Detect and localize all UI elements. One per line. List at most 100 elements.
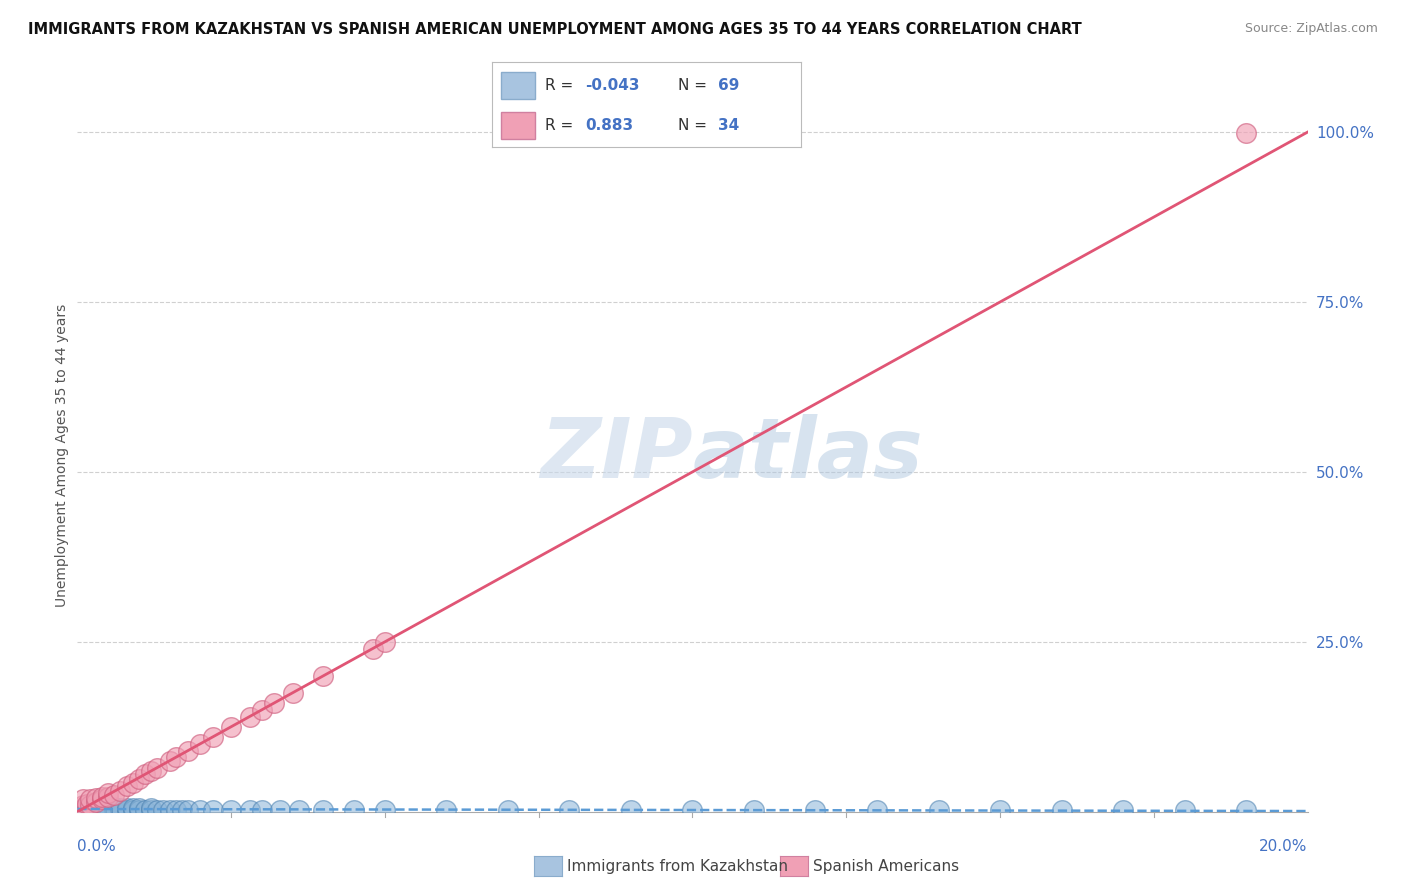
Point — [97, 805, 120, 819]
Point — [90, 804, 114, 818]
Point — [361, 641, 384, 656]
Point — [103, 800, 125, 814]
Point — [76, 804, 98, 818]
Point — [288, 803, 311, 817]
Text: 0.883: 0.883 — [585, 118, 633, 133]
Point — [82, 803, 104, 817]
Point — [103, 804, 125, 818]
Point — [79, 804, 101, 818]
Y-axis label: Unemployment Among Ages 35 to 44 years: Unemployment Among Ages 35 to 44 years — [55, 303, 69, 607]
Point — [79, 805, 101, 819]
Point — [90, 800, 114, 814]
Point — [496, 803, 519, 817]
Point — [146, 803, 169, 817]
Point — [79, 797, 101, 812]
Point — [374, 803, 396, 817]
Point — [70, 803, 93, 817]
Point — [121, 776, 143, 790]
Point — [115, 801, 138, 815]
Point — [165, 803, 187, 817]
Point — [177, 743, 200, 757]
Point — [188, 803, 212, 817]
Text: Spanish Americans: Spanish Americans — [813, 859, 959, 873]
Point — [79, 803, 101, 817]
Point — [312, 803, 335, 817]
Point — [90, 805, 114, 819]
Point — [263, 696, 285, 710]
Point — [159, 803, 181, 817]
Point — [72, 805, 94, 819]
FancyBboxPatch shape — [502, 112, 536, 139]
Point — [988, 803, 1011, 817]
Point — [682, 803, 704, 817]
Point — [72, 792, 94, 806]
Point — [84, 800, 107, 814]
Text: N =: N = — [678, 118, 711, 133]
Point — [1234, 803, 1257, 817]
Point — [343, 803, 366, 817]
Point — [436, 803, 458, 817]
Point — [94, 803, 117, 817]
Point — [84, 805, 107, 819]
Point — [84, 791, 107, 805]
Point — [742, 803, 765, 817]
Point — [128, 801, 150, 815]
Point — [159, 754, 181, 768]
Text: Source: ZipAtlas.com: Source: ZipAtlas.com — [1244, 22, 1378, 36]
Point — [79, 792, 101, 806]
Point — [201, 803, 224, 817]
Point — [90, 803, 114, 817]
Point — [69, 803, 91, 817]
Point — [1234, 126, 1257, 140]
Text: 0.0%: 0.0% — [77, 839, 117, 854]
Point — [110, 801, 132, 815]
Point — [134, 767, 156, 781]
Text: 34: 34 — [718, 118, 740, 133]
Point — [146, 760, 169, 774]
Point — [170, 803, 193, 817]
FancyBboxPatch shape — [502, 71, 536, 99]
Point — [374, 635, 396, 649]
Point — [97, 789, 120, 804]
Point — [72, 804, 94, 818]
Point — [72, 797, 94, 812]
Text: R =: R = — [544, 78, 578, 93]
Point — [84, 803, 107, 817]
Point — [90, 789, 114, 804]
Point — [73, 801, 96, 815]
Point — [115, 779, 138, 793]
Point — [312, 669, 335, 683]
Point — [128, 803, 150, 817]
Point — [239, 803, 262, 817]
Point — [84, 802, 107, 816]
Text: 20.0%: 20.0% — [1260, 839, 1308, 854]
Point — [1174, 803, 1197, 817]
Text: N =: N = — [678, 78, 711, 93]
Point — [121, 803, 143, 817]
Point — [165, 750, 187, 764]
Point — [269, 803, 291, 817]
Point — [250, 703, 273, 717]
Point — [97, 802, 120, 816]
Point — [620, 803, 643, 817]
Point — [177, 803, 200, 817]
Point — [134, 803, 156, 817]
Point — [103, 802, 125, 816]
Point — [558, 803, 581, 817]
Point — [115, 803, 138, 817]
Point — [1050, 803, 1073, 817]
Point — [76, 797, 98, 811]
Point — [804, 803, 827, 817]
Point — [239, 709, 262, 723]
Point — [141, 800, 163, 814]
Point — [103, 788, 125, 802]
Point — [281, 686, 304, 700]
Point — [141, 803, 163, 817]
Point — [87, 803, 110, 817]
Point — [201, 730, 224, 744]
Point — [110, 784, 132, 798]
Point — [97, 800, 120, 814]
Point — [121, 801, 143, 815]
Text: IMMIGRANTS FROM KAZAKHSTAN VS SPANISH AMERICAN UNEMPLOYMENT AMONG AGES 35 TO 44 : IMMIGRANTS FROM KAZAKHSTAN VS SPANISH AM… — [28, 22, 1081, 37]
Point — [866, 803, 889, 817]
